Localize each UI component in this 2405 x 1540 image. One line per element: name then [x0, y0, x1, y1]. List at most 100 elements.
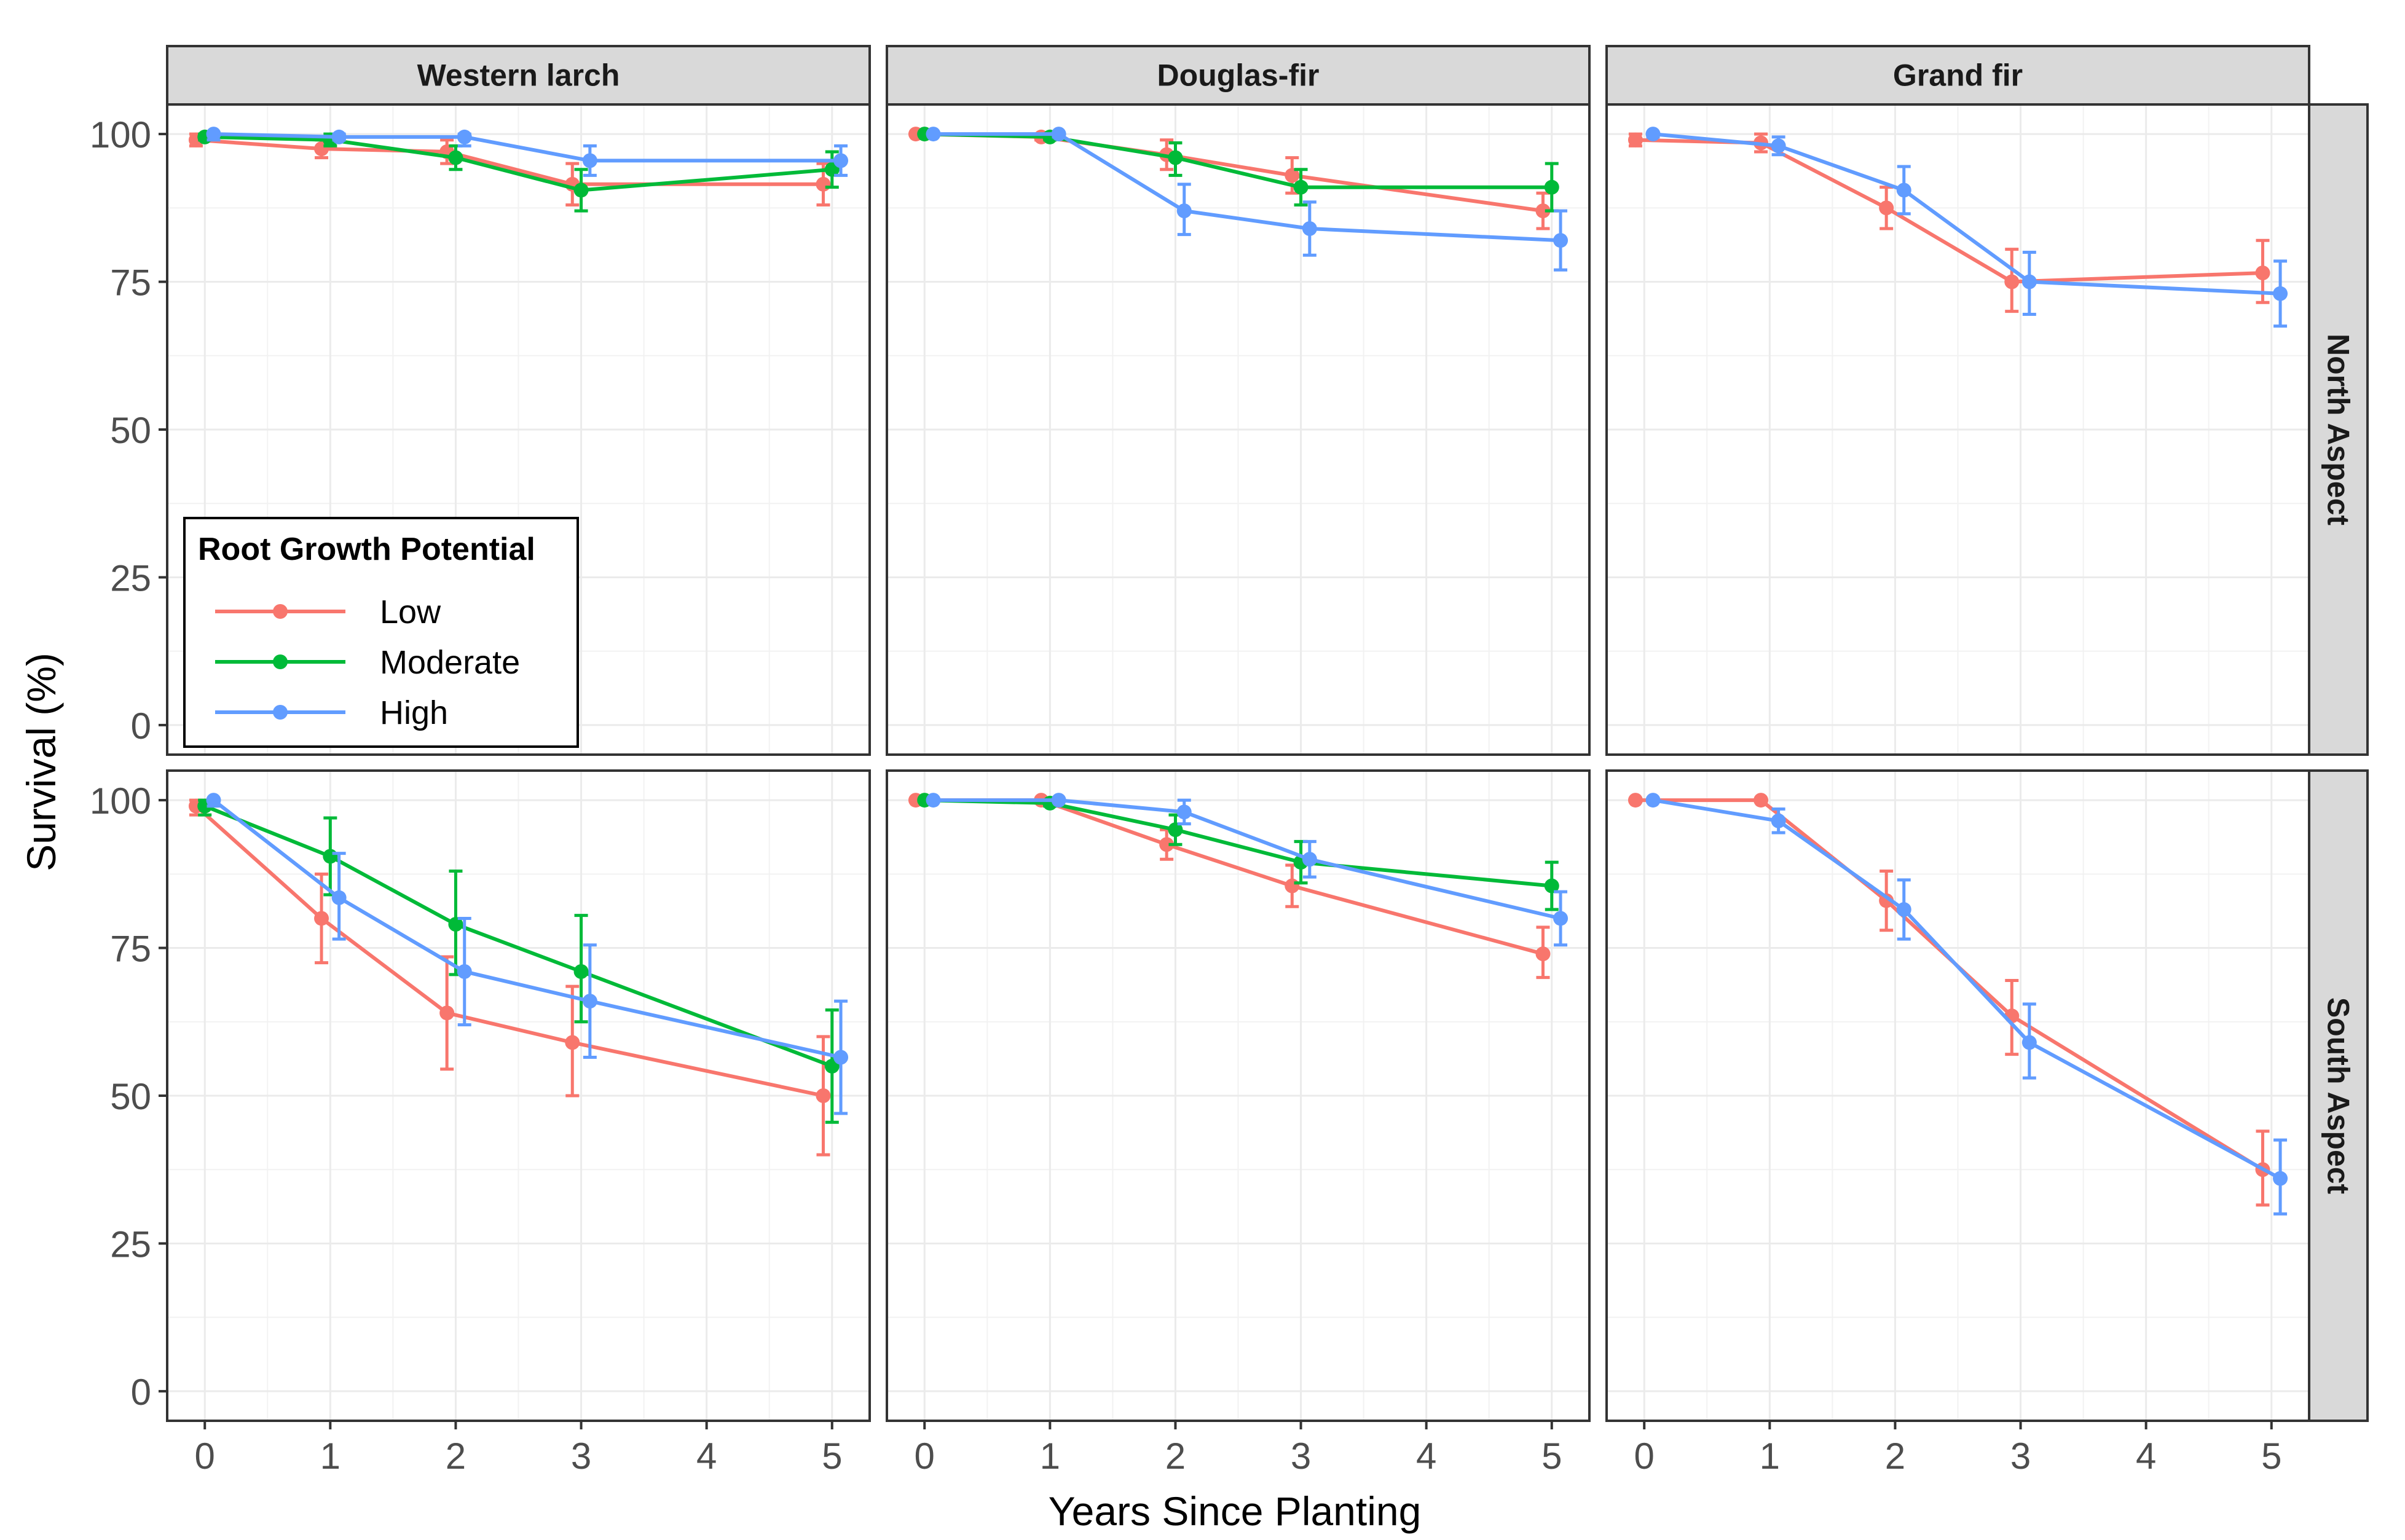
panel-douglas-fir-north-aspect — [886, 103, 1591, 756]
data-point — [1302, 852, 1317, 867]
legend-entry-high: High — [215, 694, 448, 731]
series-high — [926, 127, 1569, 272]
strip-label: North Aspect — [2321, 334, 2356, 525]
data-point — [1645, 793, 1661, 808]
panels-layer — [166, 103, 2310, 1422]
y-tick-label: 25 — [110, 557, 151, 599]
series-moderate — [197, 798, 840, 1124]
x-tick-label: 2 — [1885, 1436, 1905, 1477]
strip-background — [2308, 769, 2369, 1422]
x-tick-label: 2 — [1165, 1436, 1186, 1477]
data-point — [1553, 911, 1569, 926]
y-tick-label: 50 — [110, 410, 151, 451]
data-point — [1771, 813, 1786, 828]
y-tick-label: 100 — [90, 780, 151, 822]
x-tick-label: 1 — [1760, 1436, 1780, 1477]
strip-south-aspect: South Aspect — [2308, 769, 2369, 1422]
y-axis-label: Survival (%) — [18, 653, 64, 871]
data-point — [1879, 893, 1894, 908]
data-point — [1553, 233, 1569, 248]
y-tick-label: 0 — [131, 1372, 151, 1413]
data-point — [582, 994, 597, 1009]
strip-background — [166, 45, 871, 106]
series-high — [206, 127, 849, 177]
data-point — [2255, 265, 2270, 281]
data-point — [573, 183, 589, 198]
data-point — [2021, 274, 2037, 289]
x-tick-label: 5 — [822, 1436, 842, 1477]
data-point — [1879, 200, 1894, 216]
legend-label: Low — [380, 594, 441, 631]
data-point — [1628, 793, 1643, 808]
x-tick-label: 1 — [320, 1436, 340, 1477]
strip-grand-fir: Grand fir — [1605, 45, 2310, 106]
data-point — [1176, 203, 1192, 219]
strip-douglas-fir: Douglas-fir — [886, 45, 1591, 106]
x-tick-label: 0 — [195, 1436, 215, 1477]
series-high — [206, 793, 849, 1115]
data-point — [1285, 168, 1300, 183]
data-point — [1754, 793, 1769, 808]
data-point — [457, 964, 472, 980]
x-tick-label: 4 — [1416, 1436, 1436, 1477]
x-tick-label: 4 — [696, 1436, 717, 1477]
strip-background — [1605, 45, 2310, 106]
x-tick-label: 0 — [915, 1436, 935, 1477]
data-point — [816, 1088, 831, 1103]
x-tick-label: 5 — [1541, 1436, 1562, 1477]
data-point — [1176, 804, 1192, 820]
x-tick-label: 2 — [446, 1436, 466, 1477]
strip-label: South Aspect — [2321, 997, 2356, 1195]
legend-label: Moderate — [380, 644, 520, 681]
data-point — [1896, 902, 1911, 917]
legend-entry-moderate: Moderate — [215, 644, 520, 681]
legend-key-point — [273, 604, 288, 619]
x-tick-label: 4 — [2136, 1436, 2156, 1477]
data-point — [1544, 878, 1559, 894]
x-tick-label: 1 — [1040, 1436, 1060, 1477]
data-point — [1645, 127, 1661, 142]
panel-douglas-fir-south-aspect — [886, 769, 1591, 1422]
data-point — [1535, 203, 1551, 219]
data-point — [2273, 286, 2288, 301]
x-tick-label: 3 — [571, 1436, 591, 1477]
data-point — [833, 153, 849, 168]
legend-key-point — [273, 705, 288, 720]
series-low — [1628, 793, 2270, 1207]
data-point — [1293, 179, 1309, 195]
data-point — [1159, 837, 1175, 852]
legend-entry-low: Low — [215, 594, 441, 631]
x-tick-label: 0 — [1634, 1436, 1655, 1477]
series-moderate — [197, 129, 840, 213]
y-tick-label: 75 — [110, 929, 151, 970]
data-point — [206, 793, 221, 808]
strip-background — [886, 45, 1591, 106]
panel-grand-fir-south-aspect — [1605, 769, 2310, 1422]
data-point — [331, 890, 347, 905]
data-point — [206, 127, 221, 142]
series-high — [1645, 793, 2288, 1216]
data-point — [314, 911, 329, 926]
legend-title: Root Growth Potential — [198, 532, 535, 567]
data-point — [1896, 183, 1911, 198]
data-point — [573, 964, 589, 980]
strip-western-larch: Western larch — [166, 45, 871, 106]
x-axis-label: Years Since Planting — [1049, 1488, 1422, 1534]
data-point — [1168, 150, 1183, 165]
y-tick-label: 25 — [110, 1224, 151, 1265]
data-point — [1628, 132, 1643, 147]
y-tick-label: 100 — [90, 114, 151, 155]
data-point — [582, 153, 597, 168]
data-point — [1302, 221, 1317, 236]
strips-layer: Western larch Douglas-fir Grand fir North A… — [166, 45, 2369, 1422]
data-point — [1544, 179, 1559, 195]
data-point — [2021, 1035, 2037, 1050]
data-point — [833, 1050, 849, 1065]
panel-western-larch-south-aspect — [166, 769, 871, 1422]
data-point — [565, 1035, 580, 1050]
x-tick-label: 5 — [2261, 1436, 2281, 1477]
data-point — [1771, 138, 1786, 154]
data-point — [926, 127, 941, 142]
data-point — [331, 129, 347, 144]
